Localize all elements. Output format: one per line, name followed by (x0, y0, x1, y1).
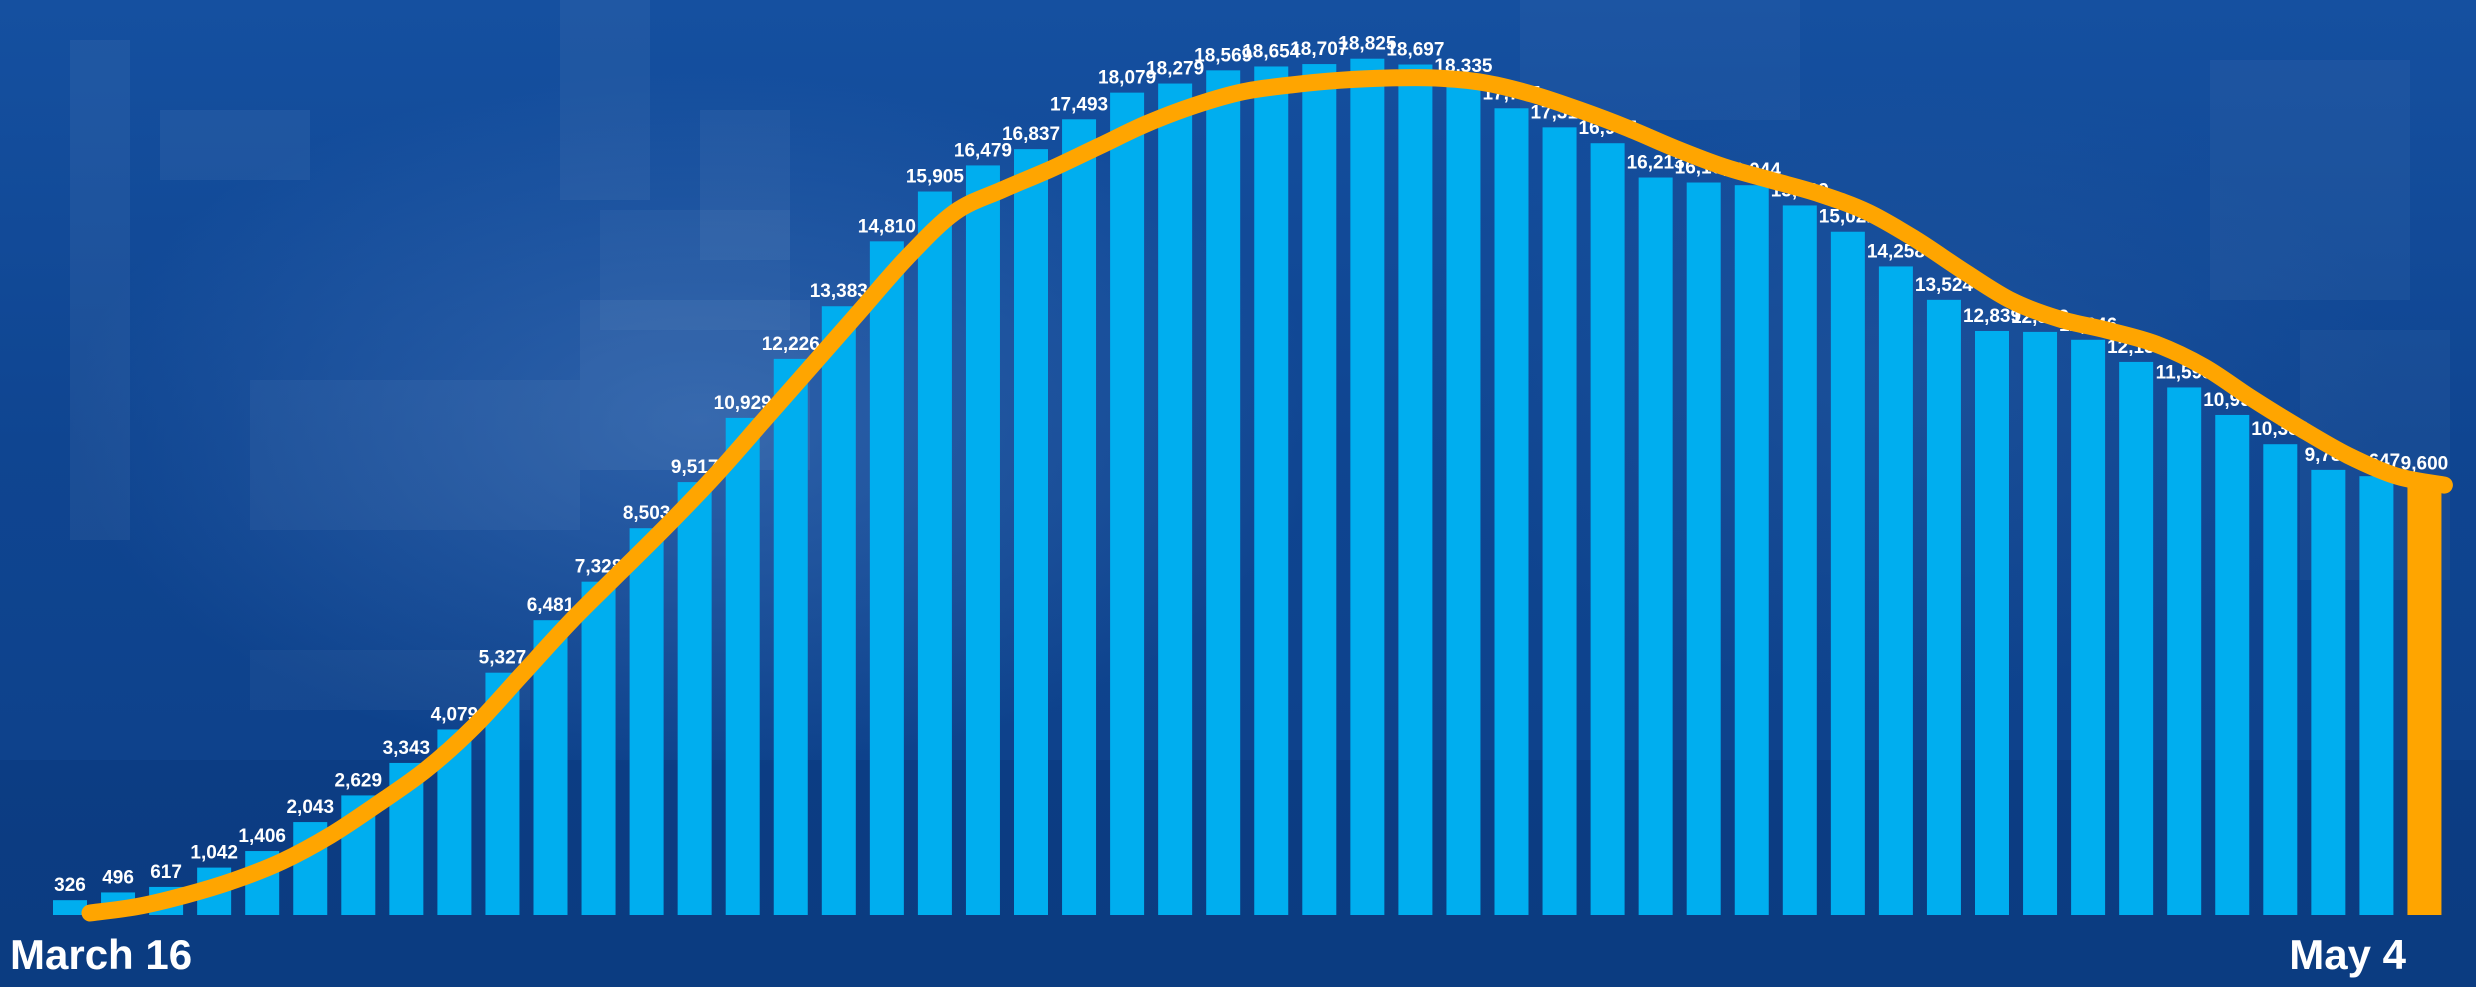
bar (1014, 149, 1048, 916)
bar-value-label: 617 (150, 862, 182, 883)
bar-value-label: 1,406 (238, 826, 286, 847)
bar-value-label: 18,279 (1146, 59, 1204, 80)
bar (2263, 444, 2298, 915)
bar (1638, 177, 1673, 915)
bar (1254, 66, 1289, 915)
bar-value-label: 16,479 (954, 140, 1012, 161)
bar (2167, 387, 2202, 915)
bar (2023, 331, 2058, 915)
bar (1734, 185, 1769, 916)
bar (2119, 361, 2154, 915)
bar (1158, 83, 1193, 915)
bar (869, 241, 904, 916)
bar (1350, 58, 1385, 915)
bar-value-label: 16,837 (1002, 124, 1060, 145)
bar (1494, 108, 1529, 916)
bar-value-label: 5,327 (479, 648, 527, 669)
bar (533, 620, 568, 915)
bar-value-label: 2,629 (335, 770, 383, 791)
bar (821, 306, 856, 915)
bar-value-label: 1,042 (190, 843, 238, 864)
bar-value-label: 12,226 (762, 334, 820, 355)
bar-value-label: 14,258 (1867, 241, 1925, 262)
bar-value-label: 18,079 (1098, 68, 1156, 89)
bar-value-label: 17,493 (1050, 94, 1108, 115)
bar-value-label: 13,524 (1915, 275, 1974, 296)
bar-value-label: 3,343 (383, 738, 431, 759)
bar (917, 191, 952, 915)
bar-value-label: 16,213 (1627, 153, 1685, 174)
bar (1590, 143, 1625, 916)
bar-value-label: 18,654 (1242, 41, 1301, 62)
bar (2359, 476, 2394, 915)
bar (1398, 64, 1433, 916)
bar-value-label: 496 (102, 867, 134, 888)
bar (2071, 339, 2106, 915)
end-date-label: May 4 (2289, 931, 2406, 978)
bar-value-label: 10,929 (714, 393, 772, 414)
bar (1110, 92, 1145, 916)
bar-value-label: 18,569 (1194, 45, 1252, 66)
bar (53, 900, 87, 915)
bar (1206, 70, 1241, 915)
bar-value-label: 2,043 (286, 797, 334, 818)
bar-value-label: 18,707 (1290, 39, 1348, 60)
bar (2311, 469, 2346, 915)
bar (2215, 414, 2250, 915)
trend-line (81, 69, 2453, 922)
bar (1542, 127, 1577, 916)
bar (773, 358, 808, 915)
bar-value-label: 18,825 (1338, 34, 1397, 55)
bar (1878, 266, 1913, 915)
bar (965, 165, 1000, 916)
start-date-label: March 16 (10, 931, 193, 978)
bar-value-label: 14,810 (858, 216, 916, 237)
bar (581, 581, 616, 915)
bar (1446, 80, 1481, 916)
bar-value-label: 12,839 (1963, 306, 2021, 327)
bar-value-label: 13,383 (810, 281, 868, 302)
bar-latest (2407, 478, 2442, 915)
bar (1975, 330, 2009, 915)
bar (725, 417, 760, 915)
bar-value-label: 6,481 (527, 595, 575, 616)
bar (629, 528, 664, 915)
bar (1782, 205, 1817, 915)
bar-value-label: 4,079 (431, 704, 479, 725)
bar (1302, 64, 1337, 915)
bar-value-label: 15,905 (906, 167, 965, 188)
bar-value-label: 8,503 (623, 503, 671, 524)
bar-value-label: 9,600 (2401, 453, 2449, 474)
bar (1926, 299, 1961, 915)
bar (1830, 231, 1865, 916)
bar-value-label: 18,697 (1386, 40, 1444, 61)
bar (677, 482, 712, 915)
bar (1686, 182, 1721, 915)
bar (1062, 119, 1097, 915)
bar-value-label: 326 (54, 875, 86, 896)
